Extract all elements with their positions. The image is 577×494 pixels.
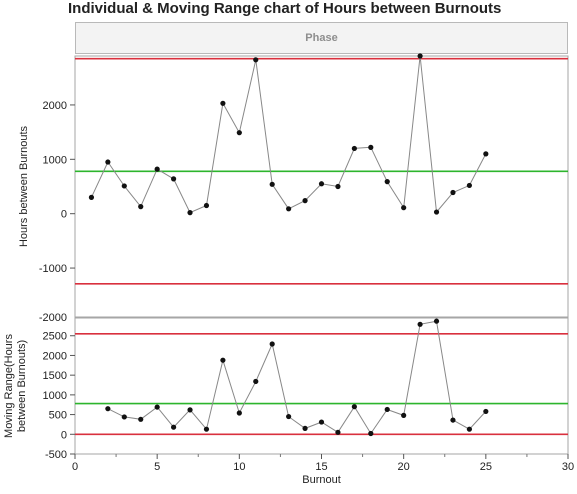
individual-data-point xyxy=(253,57,259,63)
moving-range-y-tick-label: 1500 xyxy=(43,370,67,382)
moving-range-y-tick-label: -500 xyxy=(45,449,67,461)
individual-data-point xyxy=(417,53,423,59)
moving-range-y-tick-label: 500 xyxy=(49,410,67,422)
moving-range-data-point xyxy=(401,412,407,418)
moving-range-data-point xyxy=(433,318,440,324)
moving-range-y-tick-label: 1000 xyxy=(43,390,67,402)
x-axis-tick-label: 20 xyxy=(398,461,410,473)
individual-data-point xyxy=(483,151,489,157)
moving-range-data-point xyxy=(335,429,341,435)
moving-range-data-point xyxy=(105,406,111,412)
individual-data-point xyxy=(466,182,472,189)
moving-range-y-tick-label: 2000 xyxy=(43,350,67,362)
moving-range-data-point xyxy=(154,404,160,410)
individual-data-point xyxy=(121,183,127,189)
individual-data-point xyxy=(335,183,341,190)
individual-y-tick-label: 1000 xyxy=(43,154,67,166)
individual-data-point xyxy=(433,209,440,215)
x-axis-tick-label: 10 xyxy=(233,461,245,473)
individual-y-tick-label: 0 xyxy=(61,209,67,221)
individual-data-point xyxy=(286,206,292,212)
moving-range-data-point xyxy=(187,407,193,413)
x-axis-title: Burnout xyxy=(302,474,341,486)
individual-series-line xyxy=(90,55,487,214)
moving-range-data-point xyxy=(269,341,275,347)
individual-y-tick-label: -1000 xyxy=(39,263,67,275)
individual-data-point xyxy=(351,145,357,152)
moving-range-data-point xyxy=(236,410,242,416)
individual-data-point xyxy=(318,181,325,187)
moving-range-data-point xyxy=(450,417,456,423)
individual-data-point xyxy=(138,204,144,210)
moving-range-data-point xyxy=(220,357,226,363)
individual-data-point xyxy=(384,179,390,185)
individual-data-point xyxy=(105,159,111,165)
individual-y-tick-label: 2000 xyxy=(43,100,67,112)
moving-range-data-point xyxy=(138,416,144,422)
moving-range-y-axis-title: Moving Range(Hoursbetween Burnouts) xyxy=(3,334,28,438)
individual-data-point xyxy=(236,130,242,136)
moving-range-data-point xyxy=(351,404,357,410)
moving-range-data-point xyxy=(253,378,259,385)
moving-range-data-point xyxy=(286,413,292,420)
individual-data-point xyxy=(88,194,95,200)
phase-drop-zone[interactable]: Phase xyxy=(75,22,568,54)
moving-range-data-point xyxy=(302,425,308,431)
individual-data-point xyxy=(401,205,407,211)
phase-label: Phase xyxy=(305,32,338,44)
individual-data-point xyxy=(302,198,308,204)
individual-data-point xyxy=(269,181,275,187)
moving-range-y-tick-label: 0 xyxy=(61,429,67,441)
moving-range-data-point xyxy=(384,406,390,413)
moving-range-data-point xyxy=(466,426,472,432)
moving-range-data-point xyxy=(368,430,374,437)
moving-range-data-point xyxy=(171,424,177,430)
chart-title: Individual & Moving Range chart of Hours… xyxy=(68,0,502,17)
x-axis-tick-label: 25 xyxy=(480,461,492,473)
individual-data-point xyxy=(187,210,193,216)
individual-data-point xyxy=(154,166,160,172)
individual-data-point xyxy=(171,176,177,182)
moving-range-data-point xyxy=(203,426,210,432)
moving-range-data-point xyxy=(483,408,489,415)
x-axis-tick-label: 15 xyxy=(315,461,327,473)
moving-range-data-point xyxy=(417,321,423,327)
moving-range-y-tick-label: 2500 xyxy=(43,331,67,343)
individual-data-point xyxy=(220,100,226,106)
individual-plot-frame xyxy=(74,55,569,318)
individual-data-point xyxy=(450,189,456,196)
individual-data-point xyxy=(368,144,374,150)
individual-y-axis-title: Hours between Burnouts xyxy=(18,125,30,247)
moving-range-data-point xyxy=(318,419,325,425)
individual-data-point xyxy=(203,202,210,209)
x-axis-tick-label: 30 xyxy=(562,461,574,473)
moving-range-data-point xyxy=(121,414,127,420)
x-axis-tick-label: 0 xyxy=(72,461,78,473)
moving-range-series-line xyxy=(107,320,487,435)
x-axis-tick-label: 5 xyxy=(154,461,160,473)
panel-divider-tick-label: -2000 xyxy=(39,312,67,324)
